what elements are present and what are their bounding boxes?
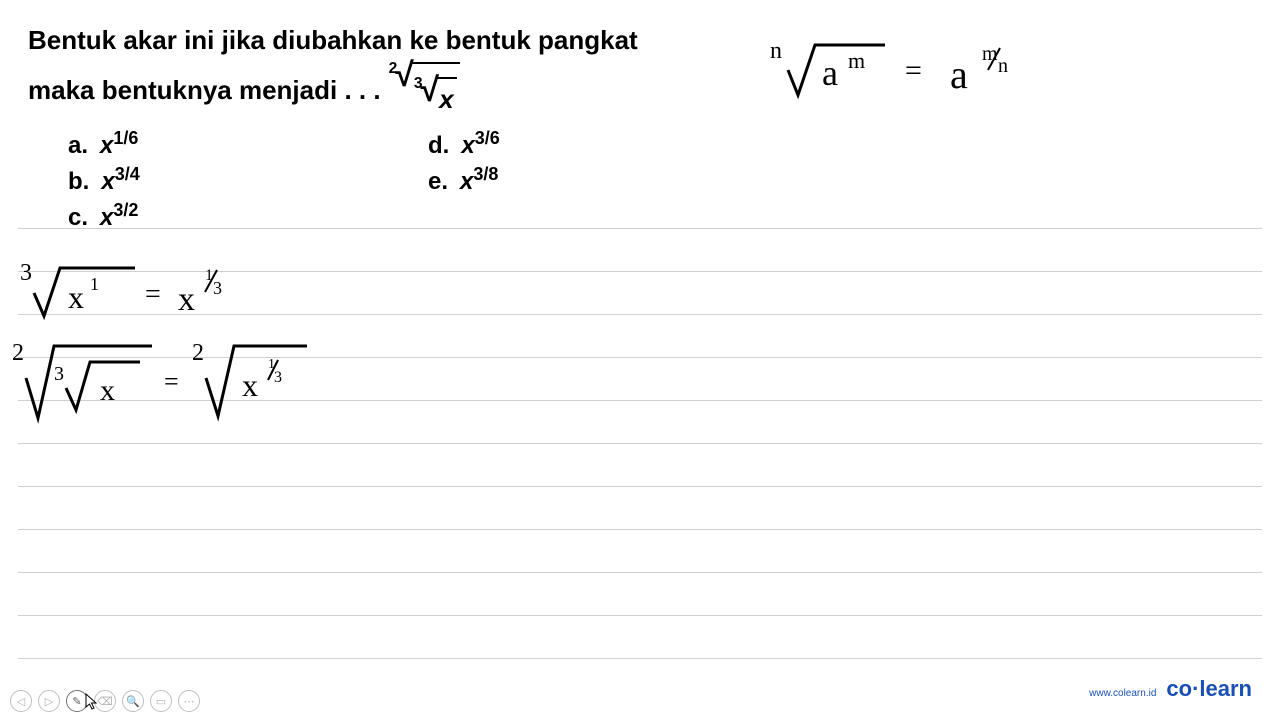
footer-branding: www.colearn.id co·learn bbox=[1089, 676, 1252, 702]
step2-outer-index: 2 bbox=[12, 340, 24, 366]
option-d-label: d. bbox=[428, 132, 449, 160]
option-d-var: x bbox=[461, 132, 474, 159]
step1-radical bbox=[34, 268, 135, 316]
step2-right-den: 3 bbox=[274, 369, 282, 386]
inner-root-index: 3 bbox=[414, 72, 423, 97]
question-text-2: maka bentuknya menjadi . . . bbox=[28, 70, 381, 112]
work-step-2: 2 3 x = 2 x 1 3 bbox=[12, 338, 332, 433]
step1-equals: = bbox=[145, 279, 161, 310]
option-a-exp: 1/6 bbox=[113, 128, 138, 148]
outer-root-index: 2 bbox=[389, 57, 398, 82]
option-b: b. x3/4 bbox=[68, 164, 428, 196]
formula-result-exp-n: n bbox=[998, 55, 1008, 77]
toolbar-next-button[interactable]: ▷ bbox=[38, 690, 60, 712]
step2-base: x bbox=[100, 374, 115, 407]
step2-right-base: x bbox=[242, 367, 258, 403]
formula-definition: n a m = a m n bbox=[770, 30, 1110, 118]
expr-variable: x bbox=[439, 84, 453, 114]
step1-result-base: x bbox=[178, 281, 195, 318]
step1-base: x bbox=[68, 279, 84, 315]
formula-base: a bbox=[822, 53, 838, 93]
formula-root-index: n bbox=[770, 38, 782, 64]
step1-result-den: 3 bbox=[213, 278, 222, 298]
formula-equals: = bbox=[905, 54, 922, 87]
ruled-line bbox=[18, 615, 1262, 616]
option-b-var: x bbox=[101, 168, 114, 195]
toolbar-prev-button[interactable]: ◁ bbox=[10, 690, 32, 712]
presentation-toolbar: ◁ ▷ ✎ ⌫ 🔍 ▭ ⋯ bbox=[10, 690, 200, 712]
option-b-exp: 3/4 bbox=[115, 164, 140, 184]
toolbar-more-button[interactable]: ⋯ bbox=[178, 690, 200, 712]
toolbar-pen-button[interactable]: ✎ bbox=[66, 690, 88, 712]
option-e-exp: 3/8 bbox=[473, 164, 498, 184]
option-a: a. x1/6 bbox=[68, 128, 428, 160]
toolbar-search-button[interactable]: 🔍 bbox=[122, 690, 144, 712]
step2-equals: = bbox=[164, 367, 179, 396]
option-e-label: e. bbox=[428, 168, 448, 196]
ruled-line bbox=[18, 572, 1262, 573]
lined-paper-area: 3 x 1 = x 1 3 2 3 x = 2 x 1 3 bbox=[0, 228, 1280, 670]
step2-right-index: 2 bbox=[192, 340, 204, 366]
ruled-line bbox=[18, 486, 1262, 487]
toolbar-screen-button[interactable]: ▭ bbox=[150, 690, 172, 712]
step1-inner-exp: 1 bbox=[90, 274, 99, 294]
option-e-var: x bbox=[460, 168, 473, 195]
formula-result-base: a bbox=[950, 52, 968, 97]
ruled-line bbox=[18, 443, 1262, 444]
logo-post: learn bbox=[1199, 676, 1252, 701]
options-grid: a. x1/6 d. x3/6 b. x3/4 e. x3/8 c. x3/2 bbox=[68, 128, 1252, 232]
option-a-var: x bbox=[100, 132, 113, 159]
option-a-label: a. bbox=[68, 132, 88, 160]
formula-inner-exp: m bbox=[848, 48, 865, 73]
logo-pre: co bbox=[1166, 676, 1192, 701]
footer-url: www.colearn.id bbox=[1089, 688, 1156, 699]
question-text-1: Bentuk akar ini jika diubahkan ke bentuk… bbox=[28, 20, 638, 62]
option-d-exp: 3/6 bbox=[475, 128, 500, 148]
option-c-exp: 3/2 bbox=[113, 200, 138, 220]
footer-logo: co·learn bbox=[1166, 676, 1252, 702]
option-e: e. x3/8 bbox=[428, 164, 628, 196]
toolbar-eraser-button[interactable]: ⌫ bbox=[94, 690, 116, 712]
work-step-1: 3 x 1 = x 1 3 bbox=[20, 258, 260, 333]
ruled-line bbox=[18, 228, 1262, 229]
step2-outer-radical bbox=[26, 346, 152, 418]
option-b-label: b. bbox=[68, 168, 89, 196]
ruled-line bbox=[18, 658, 1262, 659]
step1-index: 3 bbox=[20, 260, 32, 286]
ruled-line bbox=[18, 529, 1262, 530]
step2-inner-index: 3 bbox=[54, 363, 64, 385]
option-d: d. x3/6 bbox=[428, 128, 628, 160]
question-expression: 2 √ 3 √ x bbox=[389, 62, 460, 121]
